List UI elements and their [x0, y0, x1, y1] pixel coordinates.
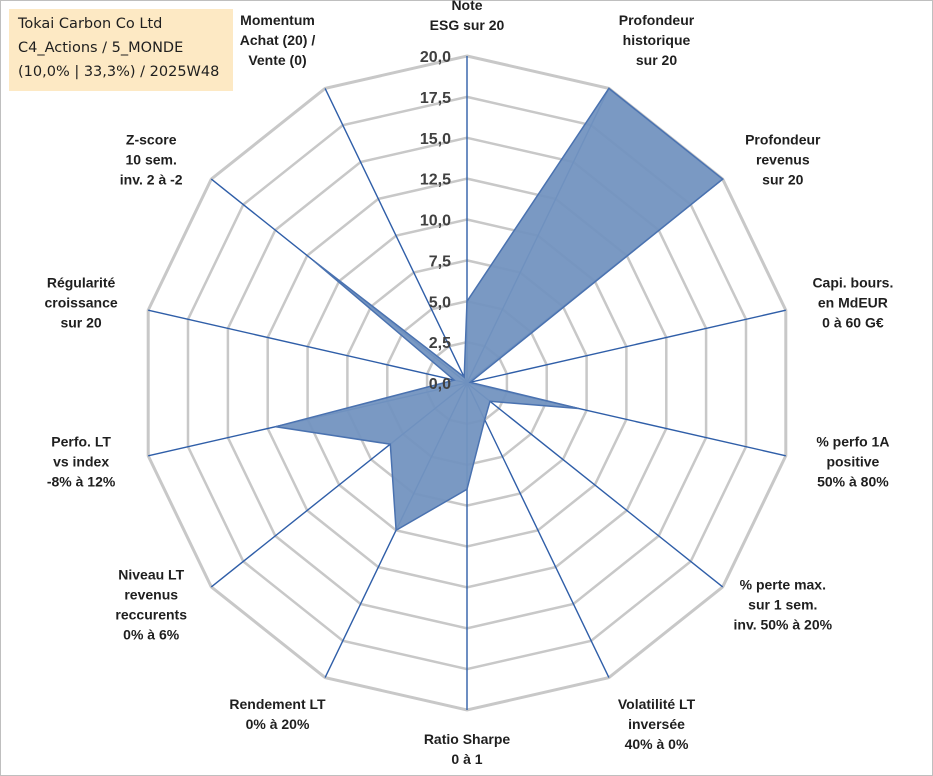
axis-label: Momentum Achat (20) / Vente (0): [240, 12, 316, 68]
axis-spoke: [324, 88, 468, 384]
tick-label: 7,5: [429, 253, 451, 270]
tick-label: 10,0: [420, 213, 451, 230]
tick-labels: 0,0 2,5 5,0 7,5 10,0 12,5 15,0 17,5 20,0: [420, 49, 451, 393]
tick-label: 5,0: [429, 294, 451, 311]
axis-spoke: [466, 309, 786, 384]
tick-label: 17,5: [420, 90, 451, 107]
axis-label: Rendement LT 0% à 20%: [229, 696, 326, 732]
axis-label: Note ESG sur 20: [430, 0, 505, 33]
axis-label: Régularité croissance sur 20: [45, 275, 118, 331]
title-period: (10,0% | 33,3%) / 2025W48: [18, 64, 220, 80]
axis-label: Perfo. LT vs index -8% à 12%: [47, 433, 116, 489]
axis-label: % perfo 1A positive 50% à 80%: [816, 433, 889, 489]
tick-label: 12,5: [420, 172, 451, 189]
chart-title-box: Tokai Carbon Co Ltd C4_Actions / 5_MONDE…: [9, 9, 233, 91]
axis-label: Volatilité LT inversée 40% à 0%: [618, 696, 696, 752]
tick-label: 0,0: [429, 376, 451, 393]
axis-label: Ratio Sharpe 0 à 1: [424, 731, 511, 767]
tick-label: 15,0: [420, 131, 451, 148]
series-area: [275, 87, 724, 532]
axis-spoke: [466, 382, 724, 588]
tick-label: 2,5: [429, 335, 451, 352]
axis-labels: Note ESG sur 20 Profondeur historique sur 20…: [45, 0, 894, 767]
axis-label: Capi. bours. en MdEUR 0 à 60 G€: [812, 275, 893, 331]
title-company: Tokai Carbon Co Ltd: [18, 16, 163, 32]
axis-label: Z-score 10 sem. inv. 2 à -2: [120, 131, 183, 187]
axis-label: % perte max. sur 1 sem. inv. 50% à 20%: [734, 577, 833, 633]
tick-label: 20,0: [420, 49, 451, 66]
axis-label: Profondeur revenus sur 20: [745, 131, 821, 187]
axis-label: Niveau LT revenus reccurents 0% à 6%: [115, 567, 187, 643]
axis-spoke: [148, 309, 468, 384]
series-polygon: [275, 87, 724, 532]
axis-spoke: [466, 382, 610, 678]
title-category: C4_Actions / 5_MONDE: [18, 40, 184, 56]
axis-label: Profondeur historique sur 20: [619, 12, 695, 68]
